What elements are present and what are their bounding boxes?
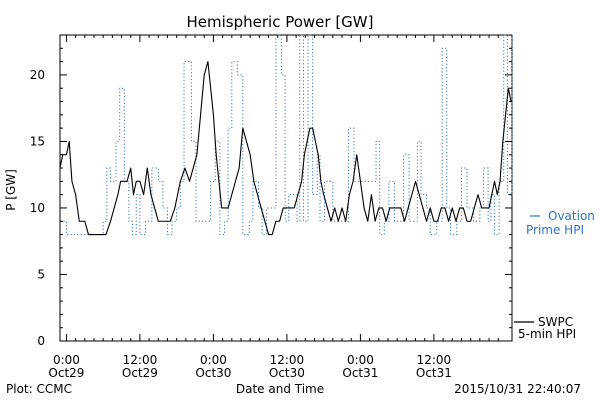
legend-ovation: Ovation Prime HPI bbox=[526, 209, 595, 237]
y-axis: 0 5 10 15 20 bbox=[30, 34, 512, 348]
y-axis-label: P [GW] bbox=[4, 169, 18, 211]
series-layer bbox=[59, 34, 513, 236]
y-tick-label: 15 bbox=[30, 134, 45, 148]
legend-ovation-line2: Prime HPI bbox=[526, 223, 584, 237]
x-tick-label-time: 12:00 bbox=[417, 353, 452, 367]
x-axis-label: Date and Time bbox=[236, 382, 324, 396]
x-tick-label-time: 12:00 bbox=[123, 353, 158, 367]
x-tick-label-time: 12:00 bbox=[270, 353, 305, 367]
y-tick-label: 10 bbox=[30, 201, 45, 215]
y-tick-label: 20 bbox=[30, 68, 45, 82]
x-tick-label-date: Oct30 bbox=[195, 366, 231, 380]
x-tick-label-time: 0:00 bbox=[53, 353, 80, 367]
legend-ovation-line1: Ovation bbox=[548, 209, 595, 223]
x-tick-label-date: Oct29 bbox=[48, 366, 84, 380]
y-tick-label: 5 bbox=[37, 267, 45, 281]
x-tick-label-date: Oct29 bbox=[122, 366, 158, 380]
y-tick-label: 0 bbox=[37, 334, 45, 348]
x-tick-label-time: 0:00 bbox=[347, 353, 374, 367]
plot-frame bbox=[59, 34, 513, 342]
x-tick-label-date: Oct31 bbox=[342, 366, 378, 380]
legend-swpc-line2: 5-min HPI bbox=[518, 327, 576, 341]
series-line-ovation-prime-hpi bbox=[60, 34, 513, 236]
legend-swpc: SWPC 5-min HPI bbox=[514, 315, 576, 341]
x-tick-label-date: Oct31 bbox=[416, 366, 452, 380]
x-tick-label-date: Oct30 bbox=[269, 366, 305, 380]
chart-title: Hemispheric Power [GW] bbox=[187, 13, 374, 31]
legend-swpc-line1: SWPC bbox=[538, 315, 573, 329]
plot-timestamp: 2015/10/31 22:40:07 bbox=[454, 382, 581, 396]
x-tick-label-time: 0:00 bbox=[200, 353, 227, 367]
x-axis: 0:00Oct2912:00Oct290:00Oct3012:00Oct300:… bbox=[48, 35, 499, 380]
plot-credit: Plot: CCMC bbox=[6, 382, 72, 396]
series-line-swpc-5min-hpi bbox=[59, 61, 512, 236]
